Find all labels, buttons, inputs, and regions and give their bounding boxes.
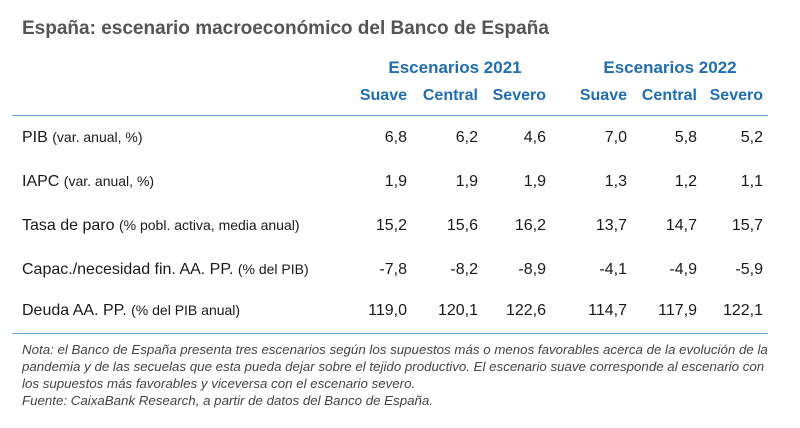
group-header: Escenarios 2021: [388, 58, 522, 77]
header-rule: [12, 115, 768, 116]
cell: -8,2: [450, 261, 478, 278]
row-label: Deuda AA. PP. (% del PIB anual): [22, 302, 240, 320]
cell: 1,1: [740, 173, 763, 190]
group-header: Escenarios 2022: [603, 58, 737, 77]
cell: -5,9: [735, 261, 763, 278]
cell: 117,9: [658, 302, 697, 319]
row-unit: (var. anual, %): [63, 173, 155, 189]
column-header: Central: [422, 87, 478, 104]
cell: -7,8: [379, 261, 407, 278]
row-label: Tasa de paro (% pobl. activa, media anua…: [22, 217, 300, 235]
row-label: PIB (var. anual, %): [22, 129, 143, 147]
cell: 4,6: [523, 129, 546, 146]
cell: 7,0: [604, 129, 627, 146]
row-name: IAPC: [22, 173, 60, 190]
cell: 114,7: [588, 302, 627, 319]
note: Nota: el Banco de España presenta tres e…: [22, 342, 768, 391]
cell: 13,7: [595, 217, 627, 234]
column-header: Suave: [579, 87, 627, 104]
row-unit: (var. anual, %): [52, 129, 143, 145]
row-unit: (% del PIB): [237, 261, 309, 277]
cell: 6,2: [455, 129, 478, 146]
cell: 1,9: [455, 173, 478, 190]
row-name: PIB: [22, 129, 48, 146]
cell: 122,6: [505, 302, 546, 319]
cell: 1,2: [674, 173, 697, 190]
cell: 1,9: [384, 173, 407, 190]
row-name: Tasa de paro: [22, 217, 115, 234]
column-header: Severo: [709, 87, 763, 104]
column-header: Central: [641, 87, 697, 104]
cell: 16,2: [514, 217, 546, 234]
cell: -4,9: [669, 261, 697, 278]
cell: 120,1: [437, 302, 478, 319]
row-name: Deuda AA. PP.: [22, 302, 127, 319]
cell: 6,8: [384, 129, 407, 146]
column-header: Severo: [492, 87, 546, 104]
cell: 122,1: [722, 302, 763, 319]
column-header: Suave: [359, 87, 407, 104]
row-label: IAPC (var. anual, %): [22, 173, 154, 191]
cell: 14,7: [665, 217, 697, 234]
cell: 119,0: [368, 302, 407, 319]
footer: Nota: el Banco de España presenta tres e…: [22, 341, 774, 409]
row-unit: (% pobl. activa, media anual): [118, 217, 300, 233]
cell: 5,2: [740, 129, 763, 146]
row-label: Capac./necesidad fin. AA. PP. (% del PIB…: [22, 261, 309, 279]
cell: 1,9: [523, 173, 546, 190]
title: España: escenario macroeconómico del Ban…: [22, 18, 549, 39]
cell: -4,1: [599, 261, 627, 278]
cell: 1,3: [604, 173, 627, 190]
cell: 5,8: [674, 129, 697, 146]
cell: 15,6: [446, 217, 478, 234]
row-name: Capac./necesidad fin. AA. PP.: [22, 261, 234, 278]
cell: -8,9: [518, 261, 546, 278]
cell: 15,7: [731, 217, 763, 234]
bottom-rule: [12, 333, 768, 334]
source: Fuente: CaixaBank Research, a partir de …: [22, 393, 433, 408]
row-unit: (% del PIB anual): [131, 302, 241, 318]
cell: 15,2: [375, 217, 407, 234]
